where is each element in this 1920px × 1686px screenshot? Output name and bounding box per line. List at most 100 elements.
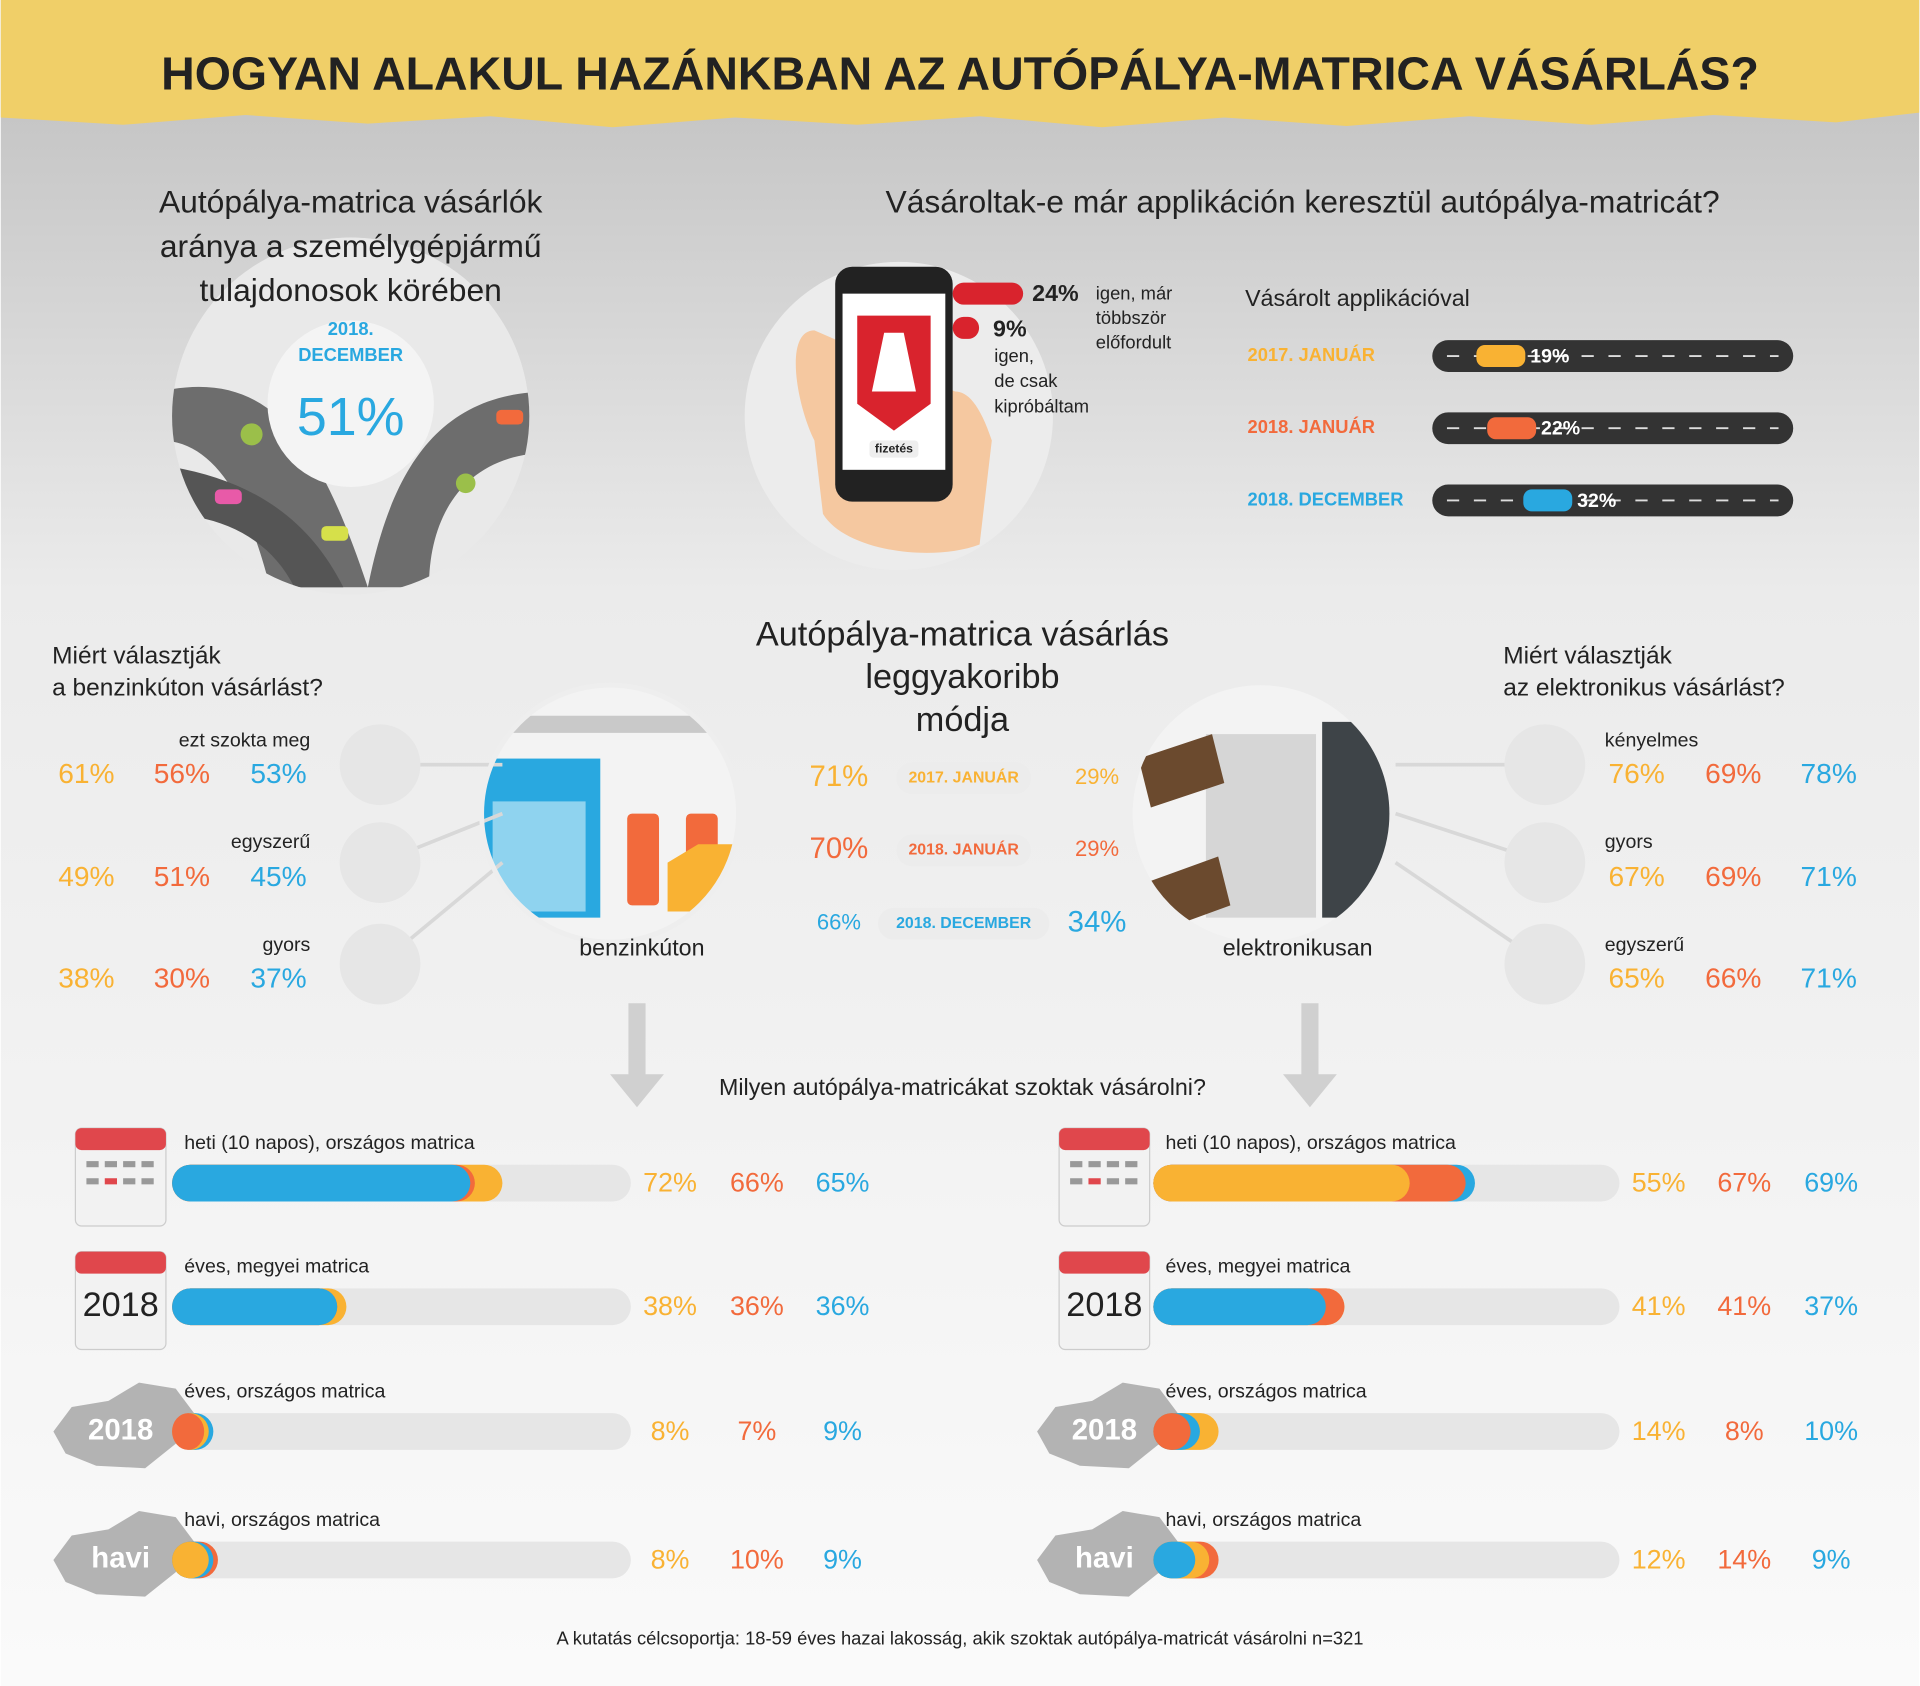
reasons-title: az elektronikus vásárlást?	[1503, 674, 1785, 701]
reason-value: 51%	[154, 861, 210, 892]
ownership-inner	[267, 320, 434, 487]
bar-value: 69%	[1804, 1167, 1858, 1197]
arrow-head	[610, 1074, 664, 1108]
map-icon	[53, 1382, 195, 1469]
icon-label: 2018	[83, 1286, 159, 1324]
mode-title: leggyakoribb	[865, 658, 1059, 696]
type-label: éves, megyei matrica	[1166, 1256, 1351, 1278]
bar-value: 8%	[651, 1544, 690, 1574]
calendar-day	[123, 1178, 136, 1185]
trend-title: Vásárolt applikációval	[1245, 285, 1470, 311]
icon-label: havi	[1075, 1542, 1134, 1575]
reason-value: 66%	[1705, 962, 1761, 993]
reason-icon	[339, 822, 421, 903]
calendar-day	[1106, 1178, 1120, 1185]
bar-value: 67%	[1717, 1167, 1771, 1197]
reason-value: 45%	[250, 861, 306, 892]
bar-value: 14%	[1717, 1544, 1771, 1574]
calendar-day	[86, 1178, 99, 1185]
reason-label: gyors	[1605, 831, 1653, 853]
bar	[1153, 1164, 1410, 1202]
reason-label: gyors	[262, 934, 310, 956]
calendar-top	[1059, 1128, 1150, 1151]
calendar-day	[1088, 1178, 1101, 1185]
icon-label: 2018	[1066, 1286, 1142, 1324]
answer-value: 24%	[1032, 280, 1079, 306]
ownership-value: 51%	[297, 387, 405, 447]
bar-track	[1153, 1413, 1620, 1450]
ownership-date: DECEMBER	[298, 344, 403, 365]
bar	[1153, 1288, 1326, 1326]
reason-value: 76%	[1608, 758, 1664, 789]
reason-value: 61%	[58, 758, 114, 789]
type-label: éves, országos matrica	[184, 1381, 385, 1403]
period-label: 2018. DECEMBER	[1248, 488, 1404, 509]
road-value: 19%	[1530, 345, 1569, 367]
icon-label: 2018	[1072, 1413, 1137, 1446]
bar-value: 9%	[1812, 1544, 1851, 1574]
bar-value: 41%	[1717, 1291, 1771, 1321]
calendar-top	[75, 1251, 166, 1274]
calendar-day	[86, 1161, 99, 1168]
reason-value: 53%	[250, 758, 306, 789]
laptop-picture	[1132, 685, 1390, 943]
period-pill	[896, 762, 1031, 795]
pay-label: fizetés	[875, 441, 913, 455]
ownership-title: Autópálya-matrica vásárlók	[159, 184, 543, 220]
calendar-day	[104, 1178, 117, 1185]
bar-value: 66%	[730, 1167, 784, 1197]
types-title: Milyen autópálya-matricákat szoktak vásá…	[719, 1074, 1206, 1100]
mode-period: 2018. JANUÁR	[908, 840, 1019, 859]
car	[1523, 489, 1573, 512]
answer-text: kipróbáltam	[994, 395, 1089, 416]
reasons-title: a benzinkúton vásárlást?	[52, 674, 323, 701]
bar-track	[172, 1413, 631, 1450]
type-label: éves, országos matrica	[1166, 1381, 1367, 1403]
bar-value: 12%	[1632, 1544, 1686, 1574]
main-title: HOGYAN ALAKUL HAZÁNKBAN AZ AUTÓPÁLYA-MAT…	[161, 47, 1759, 99]
bar-value: 7%	[737, 1416, 776, 1446]
road-value: 32%	[1577, 490, 1616, 512]
bar	[172, 1413, 205, 1450]
mode-period: 2017. JANUÁR	[908, 767, 1019, 786]
bar-value: 9%	[823, 1416, 862, 1446]
reason-icon	[1504, 822, 1586, 903]
calendar-day	[1070, 1178, 1083, 1185]
mode-title: módja	[916, 701, 1010, 739]
reason-icon	[1504, 923, 1586, 1005]
reason-icon	[339, 724, 421, 806]
mode-gas: 71%	[809, 760, 868, 793]
calendar-top	[75, 1128, 166, 1151]
title-band	[0, 0, 1920, 128]
period-label: 2018. JANUÁR	[1248, 416, 1375, 437]
calendar-day	[1125, 1178, 1138, 1185]
calendar-day	[1106, 1161, 1120, 1168]
calendar-day	[1125, 1161, 1138, 1168]
icon-label: havi	[91, 1542, 150, 1575]
bar-value: 36%	[730, 1291, 784, 1321]
bar	[172, 1164, 471, 1202]
calendar-day	[141, 1161, 154, 1168]
answer-text: igen,	[994, 345, 1034, 366]
channel-label: benzinkúton	[579, 935, 704, 961]
calendar-day	[141, 1178, 154, 1185]
calendar-day	[1070, 1161, 1083, 1168]
reason-value: 69%	[1705, 861, 1761, 892]
bar-value: 9%	[823, 1544, 862, 1574]
calendar-top	[1059, 1251, 1150, 1274]
reason-icon	[339, 923, 421, 1005]
ownership-date: 2018.	[328, 318, 374, 339]
mode-period: 2018. DECEMBER	[896, 915, 1032, 932]
channel-label: elektronikusan	[1223, 935, 1373, 961]
type-label: heti (10 napos), országos matrica	[1166, 1132, 1456, 1154]
reason-value: 65%	[1608, 962, 1664, 993]
mode-gas: 70%	[809, 832, 868, 865]
answer-text: előfordult	[1096, 332, 1171, 353]
bar-value: 65%	[816, 1167, 870, 1197]
calendar-day	[123, 1161, 136, 1168]
period-pill	[896, 834, 1031, 867]
arrow-head	[1283, 1074, 1337, 1108]
calendar-icon	[74, 1251, 167, 1351]
bar-value: 8%	[1725, 1416, 1764, 1446]
